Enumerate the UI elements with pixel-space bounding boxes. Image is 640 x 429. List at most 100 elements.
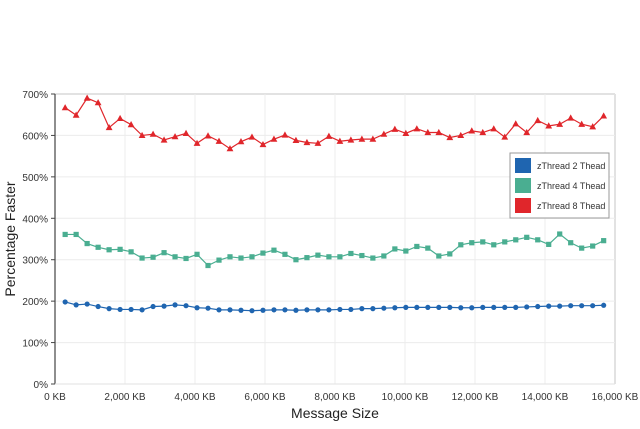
y-tick-label: 500%	[22, 173, 48, 184]
x-tick-label: 2,000 KB	[104, 392, 145, 403]
legend-swatch	[515, 198, 531, 213]
data-point	[238, 307, 244, 313]
legend-label: zThread 8 Thead	[537, 201, 605, 211]
data-point	[183, 303, 189, 309]
data-point	[590, 243, 596, 249]
data-point	[183, 255, 189, 262]
data-point	[578, 120, 586, 127]
data-point	[403, 304, 409, 310]
data-point	[94, 99, 102, 106]
data-point	[458, 305, 464, 311]
data-point	[237, 138, 245, 145]
data-point	[370, 255, 376, 261]
data-point	[73, 302, 79, 308]
data-point	[138, 131, 146, 139]
data-point	[161, 303, 167, 309]
data-point	[557, 303, 563, 309]
y-tick-label: 300%	[22, 256, 48, 267]
data-point	[160, 136, 168, 143]
data-point	[127, 121, 135, 128]
data-point	[568, 303, 574, 309]
data-point	[380, 130, 388, 137]
data-point	[600, 112, 608, 119]
data-point	[512, 120, 520, 127]
data-point	[95, 303, 101, 310]
data-point	[535, 303, 541, 310]
data-point	[457, 131, 465, 139]
data-point	[315, 307, 321, 313]
data-point	[435, 128, 443, 136]
data-point	[106, 247, 112, 253]
data-point	[425, 245, 431, 251]
data-point	[281, 131, 289, 138]
data-point	[326, 254, 332, 260]
series-group	[61, 94, 608, 314]
x-tick-label: 16,000 KB	[592, 392, 639, 403]
x-tick-label: 4,000 KB	[174, 392, 215, 403]
data-point	[172, 302, 178, 308]
x-tick-label: 6,000 KB	[244, 392, 285, 403]
data-point	[238, 255, 244, 261]
data-point	[403, 248, 409, 254]
data-point	[447, 304, 453, 310]
data-point	[414, 243, 420, 250]
data-point	[315, 252, 321, 258]
data-point	[469, 305, 475, 311]
series-line	[64, 301, 604, 312]
data-point	[106, 306, 112, 312]
data-point	[216, 257, 222, 263]
data-point	[546, 303, 552, 309]
data-point	[381, 253, 387, 259]
data-point	[391, 125, 399, 132]
data-point	[248, 133, 256, 140]
data-point	[589, 123, 597, 130]
data-point	[249, 308, 255, 314]
data-point	[392, 305, 398, 311]
data-point	[425, 304, 431, 310]
data-point	[424, 128, 432, 136]
data-point	[194, 251, 200, 257]
data-point	[259, 140, 267, 148]
data-point	[336, 137, 344, 144]
data-point	[292, 136, 300, 143]
data-point	[513, 237, 519, 243]
data-point	[337, 306, 343, 313]
data-point	[172, 254, 178, 260]
data-point	[149, 130, 157, 137]
data-point	[480, 304, 486, 310]
data-point	[62, 299, 68, 305]
data-point	[150, 254, 156, 260]
y-tick-label: 200%	[22, 297, 48, 308]
data-point	[205, 262, 211, 269]
data-point	[84, 240, 90, 247]
data-point	[491, 304, 497, 310]
data-point	[369, 135, 377, 142]
y-tick-label: 100%	[22, 339, 48, 350]
data-point	[501, 133, 509, 140]
y-tick-label: 700%	[22, 90, 48, 101]
data-point	[205, 305, 211, 311]
data-point	[117, 246, 123, 252]
data-point	[502, 304, 508, 310]
x-axis-title: Message Size	[291, 405, 379, 421]
data-point	[480, 239, 486, 245]
data-point	[347, 136, 355, 143]
data-point	[413, 125, 421, 132]
data-point	[601, 238, 607, 244]
data-point	[601, 302, 607, 308]
data-point	[84, 301, 90, 307]
data-point	[260, 250, 266, 256]
data-point	[260, 307, 266, 313]
data-point	[282, 251, 288, 257]
data-point	[128, 306, 134, 313]
data-point	[270, 135, 278, 142]
data-point	[139, 307, 145, 313]
series-line	[64, 97, 605, 150]
data-point	[193, 139, 201, 146]
data-point	[348, 250, 354, 257]
data-point	[359, 252, 365, 259]
data-point	[458, 242, 464, 248]
series-3	[61, 94, 608, 152]
y-tick-label: 400%	[22, 214, 48, 225]
